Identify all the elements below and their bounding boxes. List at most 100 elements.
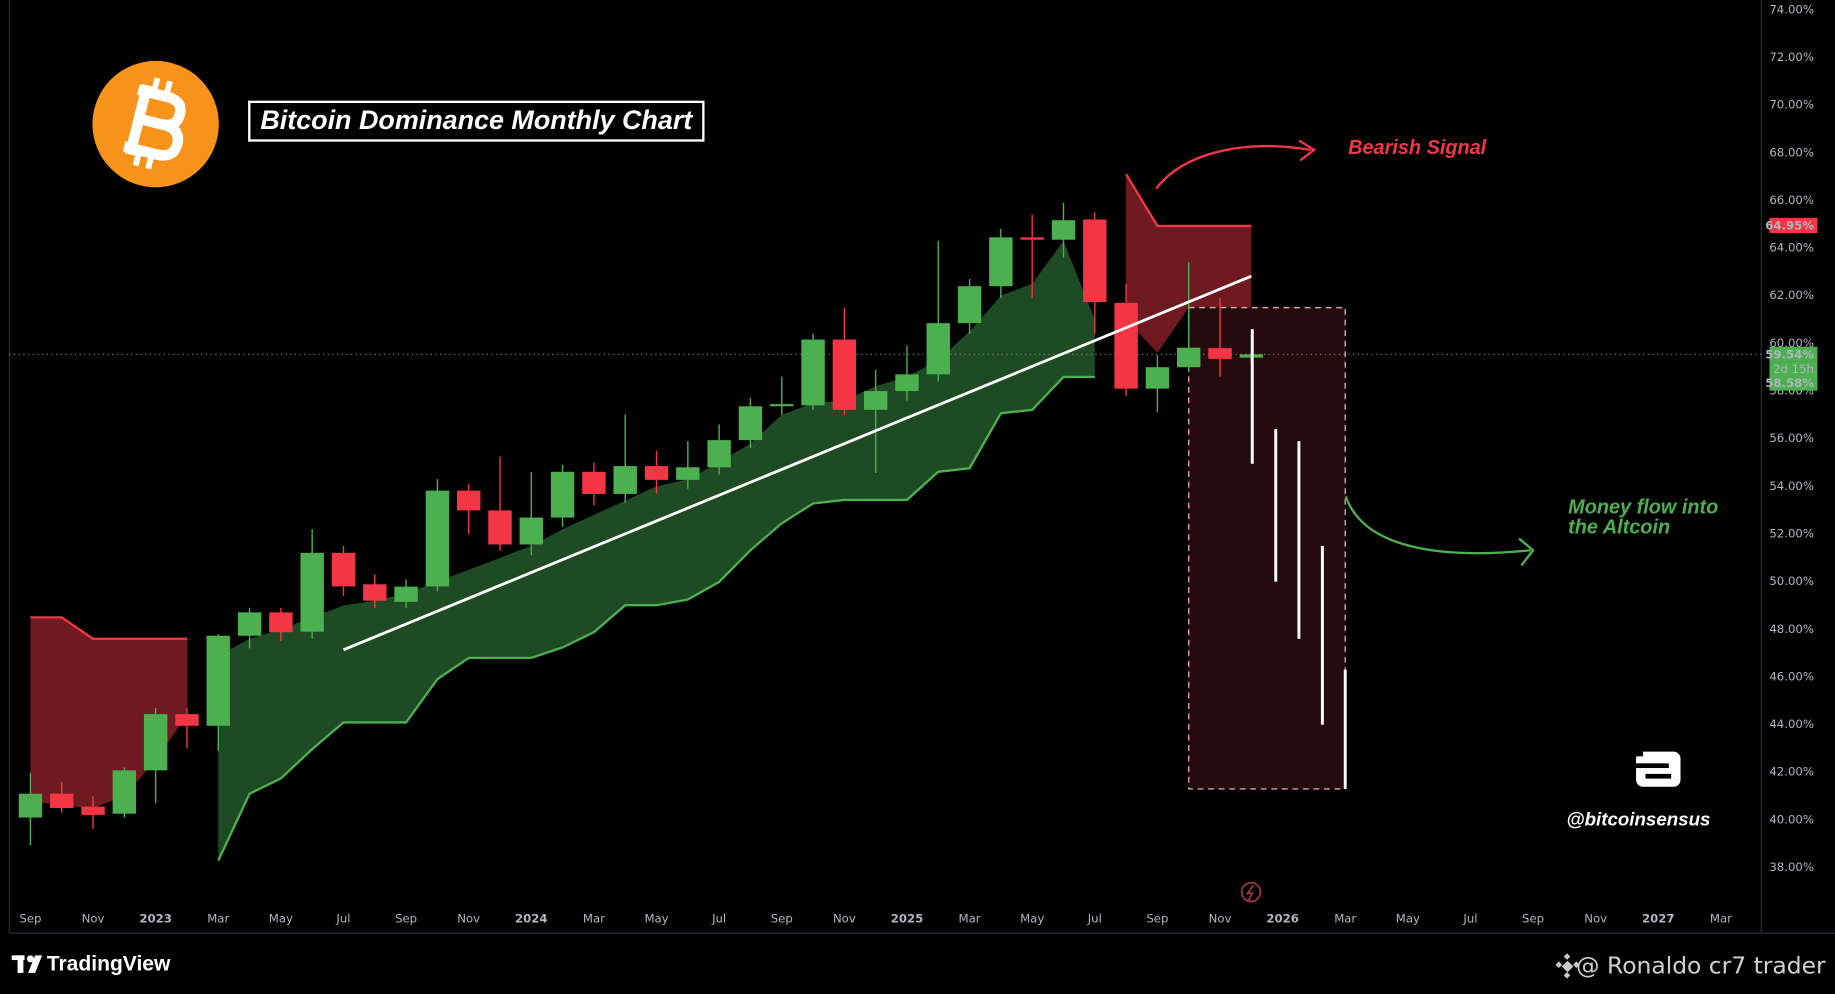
candle-body <box>613 466 637 494</box>
y-tick-label: 66.00% <box>1769 193 1814 207</box>
x-tick-label: 2025 <box>891 912 924 926</box>
x-tick-label: 2024 <box>515 912 548 926</box>
x-tick-label: Mar <box>959 912 981 926</box>
candle-body <box>676 467 700 480</box>
y-tick-label: 74.00% <box>1769 2 1814 16</box>
candle-body <box>644 466 669 480</box>
x-tick-label: Jul <box>711 912 726 926</box>
x-tick-label: Mar <box>583 912 605 926</box>
candle-body <box>237 612 262 636</box>
x-tick-label: 2026 <box>1266 912 1299 926</box>
candle-body <box>50 793 74 808</box>
x-tick-label: May <box>269 912 293 926</box>
x-tick-label: Sep <box>1522 912 1544 926</box>
chart-title: Bitcoin Dominance Monthly Chart <box>260 105 693 135</box>
watermark: @bitcoinsensus <box>1566 809 1710 830</box>
lightning-icon <box>1240 881 1262 903</box>
price-label: 59.54% <box>1765 347 1814 361</box>
candle-body <box>81 806 105 815</box>
y-tick-label: 46.00% <box>1769 669 1814 683</box>
candle-body <box>707 440 731 468</box>
title-box <box>248 100 705 142</box>
money-flow-arrowhead <box>1518 537 1535 567</box>
x-tick-label: Sep <box>19 912 41 926</box>
x-tick-label: Jul <box>1462 912 1477 926</box>
price-label: 64.95% <box>1765 219 1814 233</box>
x-tick-label: Nov <box>1584 912 1607 926</box>
candle-body <box>1114 302 1138 389</box>
x-tick-label: 2023 <box>139 912 172 926</box>
candle-body <box>1208 348 1232 359</box>
cloud-edge <box>30 616 187 640</box>
candle-body <box>425 490 450 587</box>
candle-body <box>1177 347 1201 368</box>
x-tick-label: Nov <box>833 912 856 926</box>
bitcoin-logo <box>92 60 219 188</box>
y-tick-label: 48.00% <box>1769 622 1814 636</box>
candle-body <box>519 517 544 545</box>
y-tick-label: 40.00% <box>1769 812 1814 826</box>
y-tick-label: 70.00% <box>1769 98 1814 112</box>
plot-front <box>18 202 1347 846</box>
annotation: Bearish Signal <box>1348 137 1487 159</box>
candle-body <box>112 770 137 814</box>
candle-body <box>1051 220 1076 240</box>
y-tick-label: 72.00% <box>1769 50 1814 64</box>
y-tick-label: 44.00% <box>1769 717 1814 731</box>
y-tick-label: 62.00% <box>1769 288 1814 302</box>
x-tick-label: Sep <box>1146 912 1168 926</box>
candle-body <box>1145 367 1170 389</box>
money-flow-arrow <box>1344 496 1531 555</box>
price-label-box <box>1769 375 1818 391</box>
candle-body <box>206 635 230 726</box>
x-tick-label: Nov <box>82 912 105 926</box>
candle-body <box>895 374 919 392</box>
candle-body <box>926 323 950 375</box>
countdown-box <box>1769 361 1818 376</box>
x-tick-label: Mar <box>1710 912 1732 926</box>
y-tick-label: 54.00% <box>1769 479 1814 493</box>
y-tick-label: 42.00% <box>1769 765 1814 779</box>
x-tick-label: Mar <box>1334 912 1356 926</box>
x-tick-label: Nov <box>457 912 480 926</box>
x-tick-label: Sep <box>771 912 793 926</box>
price-label: 58.58% <box>1765 376 1814 390</box>
tradingview-logo <box>11 955 43 973</box>
y-tick-label: 50.00% <box>1769 574 1814 588</box>
credit: @ Ronaldo cr7 trader <box>1576 952 1826 980</box>
candle-body <box>175 714 199 726</box>
trendline <box>342 274 1252 652</box>
candle-body <box>143 714 168 771</box>
candle-body <box>363 584 387 601</box>
y-tick-label: 56.00% <box>1769 431 1814 445</box>
x-tick-label: Jul <box>1087 912 1102 926</box>
x-tick-label: Jul <box>335 912 350 926</box>
projection-box <box>1188 306 1346 790</box>
platform-name: TradingView <box>47 952 171 975</box>
candle-body <box>801 339 825 406</box>
cloud-edge <box>217 375 1095 862</box>
bearish-arrow <box>1155 144 1311 190</box>
candle-body <box>1020 237 1044 240</box>
y-tick-label: 64.00% <box>1769 241 1814 255</box>
annotation: the Altcoin <box>1568 516 1670 538</box>
cloud-edge <box>1125 173 1252 228</box>
price-label-box <box>1769 217 1818 234</box>
x-tick-label: Nov <box>1209 912 1232 926</box>
annotation: Money flow into <box>1568 496 1718 518</box>
bitcoinsensus-logo <box>1636 751 1681 787</box>
candle-body <box>832 339 857 410</box>
binance-icon <box>1555 953 1580 979</box>
x-tick-label: Sep <box>395 912 417 926</box>
y-tick-label: 60.00% <box>1769 336 1814 350</box>
y-tick-label: 38.00% <box>1769 860 1814 874</box>
candle-body <box>488 510 512 545</box>
y-tick-label: 68.00% <box>1769 145 1814 159</box>
candle-body <box>300 552 324 632</box>
candle-body <box>582 471 606 494</box>
candle-body <box>456 490 481 511</box>
candle-body <box>18 793 43 818</box>
